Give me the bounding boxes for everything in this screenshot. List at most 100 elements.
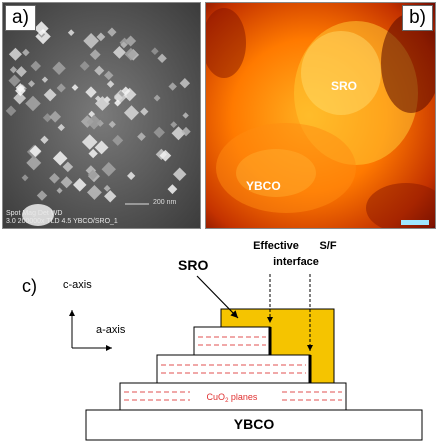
ybco-layer-1	[119, 382, 347, 411]
sem-grain	[29, 145, 42, 158]
sem-grain	[83, 32, 99, 49]
cuo2-planes-label: CuO2 planes	[207, 392, 258, 404]
sem-grain	[123, 105, 140, 121]
sem-grain	[140, 107, 149, 116]
sem-grain	[56, 83, 66, 93]
sem-grain	[43, 88, 57, 102]
sem-grain	[9, 66, 18, 74]
panel-b-label: b)	[402, 5, 433, 31]
sem-grain	[8, 47, 22, 61]
sem-grain	[106, 80, 115, 88]
sem-grain	[79, 60, 90, 71]
sem-grain	[8, 74, 21, 87]
sem-grain	[103, 70, 114, 81]
sem-grain	[71, 84, 79, 91]
sem-grain	[153, 94, 161, 102]
sem-grain	[87, 184, 102, 200]
sem-grain	[114, 99, 122, 107]
sem-grain	[22, 48, 30, 57]
panel-c-label: c)	[22, 276, 37, 296]
sem-grain	[30, 60, 42, 72]
sem-grain	[62, 161, 74, 173]
sem-grain	[94, 95, 102, 102]
sem-grain	[21, 174, 29, 182]
sem-grain	[52, 151, 68, 166]
sem-grain	[89, 49, 101, 61]
sem-grain	[87, 169, 99, 181]
sem-grain	[112, 45, 126, 59]
sem-grain	[34, 21, 49, 36]
sem-scale-text: 200 nm	[153, 199, 177, 206]
sem-grain	[81, 134, 98, 150]
sem-grain	[88, 148, 98, 159]
ybco-layer-3	[193, 326, 271, 356]
sro-diagram-label: SRO	[178, 257, 208, 273]
ybco-substrate	[85, 409, 423, 441]
effective-label-line-1: Effective	[253, 240, 299, 252]
afm-sro-label: SRO	[331, 79, 358, 93]
sem-grain	[172, 167, 187, 182]
sem-grain	[15, 83, 26, 93]
sem-grain	[49, 110, 62, 123]
sem-grain	[40, 135, 49, 144]
sem-grain	[25, 95, 41, 112]
sf-label: S/F	[319, 240, 336, 252]
sem-grain	[35, 28, 51, 45]
sem-info-line-1: Spot Mag Det WD	[6, 210, 63, 217]
sro-pointer-arrow	[196, 275, 239, 319]
panel-a-label: a)	[5, 5, 36, 31]
panel-a-sem-image: a) Spot Mag Det WD 3.0 200000x TLD 4.5 Y…	[2, 2, 201, 229]
sem-grain	[182, 112, 189, 119]
layer-1-cuo2-lines	[124, 391, 342, 401]
sem-grain	[5, 105, 17, 117]
sem-info-bar: Spot Mag Det WD 3.0 200000x TLD 4.5 YBCO…	[6, 210, 118, 226]
sem-grain	[72, 178, 87, 192]
sem-image	[3, 3, 200, 228]
sem-grain	[179, 78, 191, 89]
sem-grain	[121, 86, 131, 96]
sem-grain	[86, 114, 102, 130]
sem-grain	[49, 172, 60, 184]
sem-grain	[181, 126, 191, 137]
sem-grain	[36, 190, 48, 201]
sem-grain	[103, 184, 111, 192]
a-axis-label: a-axis	[96, 324, 126, 336]
sem-grain	[41, 76, 49, 83]
sem-grain	[104, 190, 117, 203]
sem-grain	[60, 176, 73, 189]
sem-grain	[171, 126, 186, 141]
sem-grain	[96, 32, 106, 42]
sem-grain	[67, 29, 75, 36]
sem-grain	[94, 96, 110, 111]
ybco-layer-2	[156, 354, 311, 384]
sem-grain	[113, 89, 128, 104]
sem-grain	[120, 41, 128, 49]
sem-grain	[94, 65, 105, 76]
sem-grain	[107, 27, 117, 37]
sem-grains	[5, 21, 191, 203]
afm-scale-bar	[401, 220, 429, 225]
sem-info-line-2: 3.0 200000x TLD 4.5 YBCO/SRO_1	[6, 218, 118, 225]
sem-grain	[151, 47, 159, 56]
sem-grain	[168, 82, 177, 91]
sem-grain	[101, 162, 116, 177]
sem-grain	[94, 140, 109, 155]
interface-label-line-2: interface	[273, 256, 319, 268]
sem-grain	[85, 86, 97, 98]
sem-grain	[56, 187, 63, 194]
sem-grain	[103, 96, 111, 104]
sem-grain	[108, 120, 116, 129]
afm-image	[206, 3, 435, 228]
sem-grain	[137, 132, 146, 142]
sem-grain	[124, 47, 138, 61]
afm-ybco-label: YBCO	[246, 179, 281, 193]
layer-3-cuo2-lines	[198, 336, 266, 346]
c-axis-label: c-axis	[63, 279, 92, 291]
ybco-substrate-label: YBCO	[234, 416, 275, 432]
sem-grain	[26, 155, 42, 171]
layer-2-cuo2-lines	[161, 364, 306, 374]
sem-grain	[112, 134, 124, 146]
sem-grain	[167, 184, 178, 195]
sem-grain	[15, 66, 27, 78]
sem-grain	[157, 53, 167, 64]
